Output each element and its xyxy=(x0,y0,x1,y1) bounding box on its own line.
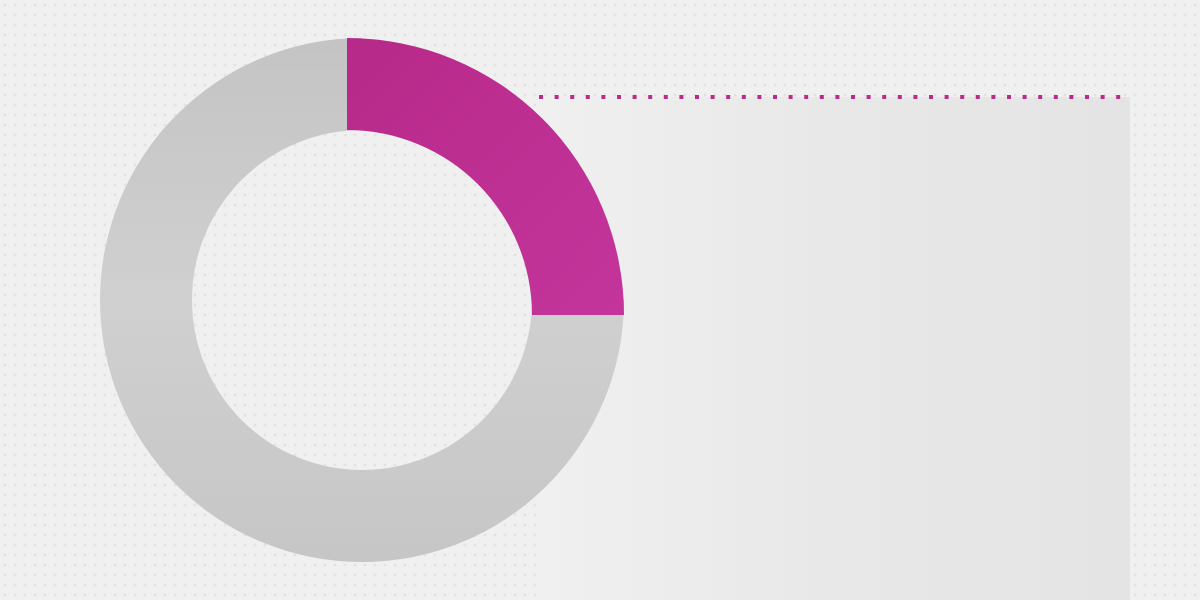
donut-slice-remainder xyxy=(100,38,624,562)
donut-slice-highlighted xyxy=(347,38,624,315)
background-panel xyxy=(537,97,1130,600)
